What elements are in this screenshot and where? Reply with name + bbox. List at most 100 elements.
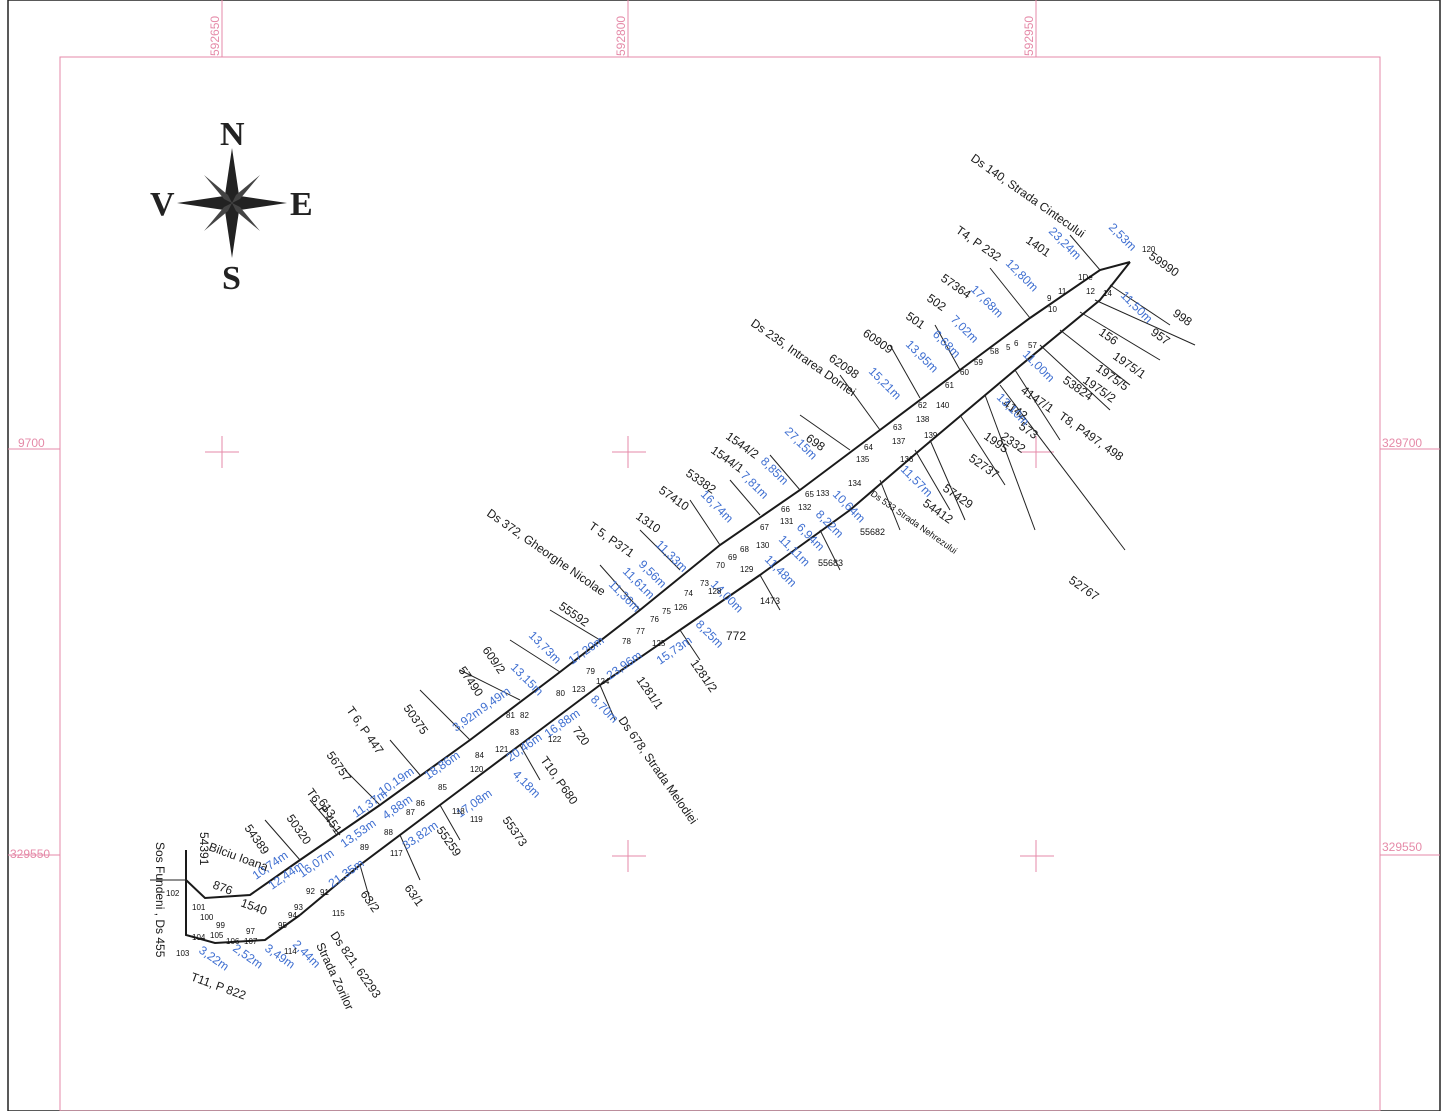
vertex-label: 100 <box>200 913 214 922</box>
vertex-label: 129 <box>740 565 754 574</box>
dimension-label: 3,22m <box>196 943 231 974</box>
dimension-label: 14,00m <box>708 577 746 615</box>
parcel-label: 1540 <box>239 896 269 918</box>
vertex-label: 91 <box>320 888 329 897</box>
vertex-label: 57 <box>1028 341 1037 350</box>
vertex-label: 73 <box>700 579 709 588</box>
parcel-label: 772 <box>726 629 746 643</box>
dimension-label: 11,57m <box>898 462 936 500</box>
vertex-label: 79 <box>586 667 595 676</box>
vertex-label: 69 <box>728 553 737 562</box>
vertex-label: 139 <box>924 431 938 440</box>
grid-label-x3: 592950 <box>1022 16 1036 56</box>
vertex-label: 140 <box>936 401 950 410</box>
vertex-label: 92 <box>306 887 315 896</box>
vertex-label: 120 <box>1142 245 1156 254</box>
parcel-label: 56757 <box>324 749 355 785</box>
vertex-label: 103 <box>176 949 190 958</box>
vertex-label: 122 <box>548 735 562 744</box>
dimension-label: 33,82m <box>400 818 441 852</box>
vertex-label: 82 <box>520 711 529 720</box>
vertex-label: 137 <box>892 437 906 446</box>
vertex-label: 87 <box>406 808 415 817</box>
vertex-label: 85 <box>438 783 447 792</box>
vertex-label: 12 <box>1086 287 1095 296</box>
vertex-label: 120 <box>470 765 484 774</box>
road-label-ds140: Ds 140, Strada Cintecului <box>968 151 1087 241</box>
parcel-label: T8, P497, 498 <box>1056 409 1126 464</box>
parcel-label: T11, P 822 <box>189 970 248 1003</box>
vertex-label: 84 <box>475 751 484 760</box>
parcel-label: 57410 <box>656 483 692 514</box>
vertex-label: 80 <box>556 689 565 698</box>
compass-rose-icon: N S E V <box>150 116 313 297</box>
dimension-label: 13,15m <box>508 660 546 698</box>
vertex-label: 78 <box>622 637 631 646</box>
vertex-label: 68 <box>740 545 749 554</box>
vertex-label: 86 <box>416 799 425 808</box>
vertex-label: 76 <box>650 615 659 624</box>
vertex-label: 104 <box>192 933 206 942</box>
parcel-label: 50320 <box>284 812 315 848</box>
vertex-label: 133 <box>816 489 830 498</box>
vertex-label: 123 <box>572 685 586 694</box>
parcel-label: T 6, P 447 <box>344 704 387 757</box>
parcel-label: T10, P680 <box>538 754 581 808</box>
parcel-label: 63/2 <box>358 888 383 915</box>
vertex-label: 93 <box>294 903 303 912</box>
parcel-label: 1281/2 <box>688 657 721 695</box>
vertex-label: 59 <box>974 358 983 367</box>
page-frame <box>7 0 1441 1111</box>
parcel-label: T4, P 232 <box>953 223 1004 264</box>
parcel-label: 609/2 <box>480 644 509 677</box>
vertex-label: 101 <box>192 903 206 912</box>
road-label-ds372: Ds 372, Gheorghe Nicolae <box>484 506 608 599</box>
vertex-label: 75 <box>662 607 671 616</box>
vertex-label: 5 <box>1006 343 1011 352</box>
vertex-label: 70 <box>716 561 725 570</box>
dimension-label: 17,20m <box>566 633 607 667</box>
dimension-labels: 2,53m 23,24m 11,50m 12,80m 17,68m 7,02m … <box>196 220 1155 973</box>
vertex-label: 1De <box>1078 273 1093 282</box>
compass-east: E <box>290 186 313 223</box>
vertex-label: 67 <box>760 523 769 532</box>
road-boundary <box>185 261 1131 945</box>
vertex-label: 128 <box>708 587 722 596</box>
parcel-label: 156 <box>1096 325 1121 348</box>
dimension-label: 8,70m <box>588 692 621 725</box>
vertex-label: 135 <box>856 455 870 464</box>
property-lines <box>150 234 1196 901</box>
vertex-label: 9 <box>1047 294 1052 303</box>
vertex-label: 6 <box>1014 339 1019 348</box>
grid-label-y-right-bottom: 329550 <box>1382 840 1422 854</box>
vertex-label: 60 <box>960 368 969 377</box>
vertex-label: 62 <box>918 401 927 410</box>
dimension-label: 7,81m <box>738 468 771 501</box>
vertex-label: 136 <box>900 455 914 464</box>
road-label-ds678: Ds 678, Strada Melodiei <box>616 714 701 827</box>
vertex-label: 119 <box>470 815 483 824</box>
vertex-label: 64 <box>864 443 873 452</box>
vertex-label: 81 <box>506 711 515 720</box>
vertex-label: 130 <box>756 541 770 550</box>
vertex-label: 11 <box>1058 287 1067 296</box>
dimension-label: 13,95m <box>903 337 941 375</box>
vertex-label: 121 <box>495 745 509 754</box>
parcel-label: 55682 <box>860 527 885 537</box>
vertex-label: 66 <box>781 505 790 514</box>
parcel-label: 54391 <box>197 832 211 866</box>
parcel-label: 957 <box>1148 325 1173 348</box>
vertex-label: 88 <box>384 828 393 837</box>
vertex-label: 14 <box>1103 289 1112 298</box>
compass-north: N <box>220 116 245 153</box>
vertex-label: 99 <box>216 921 225 930</box>
grid-label-x1: 592650 <box>208 16 222 56</box>
grid-label-y-left-top: 9700 <box>18 436 45 450</box>
parcel-label: 502 <box>924 291 949 314</box>
vertex-label: 118 <box>452 807 465 816</box>
parcel-label: 720 <box>570 724 593 749</box>
parcel-label: 52767 <box>1066 573 1102 604</box>
parcel-label: 55683 <box>818 558 843 568</box>
dimension-label: 15,21m <box>866 364 904 402</box>
